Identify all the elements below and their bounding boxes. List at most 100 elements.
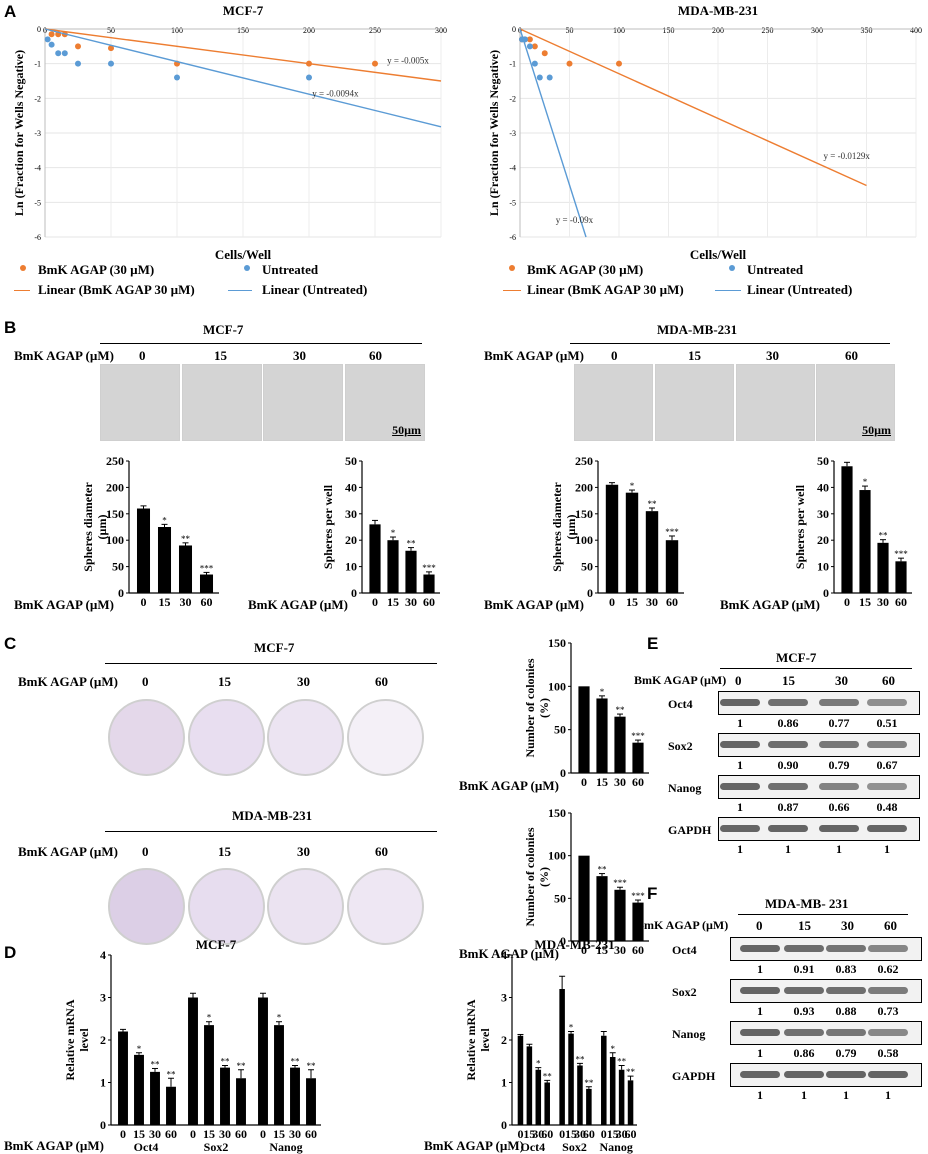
significance-mark: *** <box>422 563 436 573</box>
significance-mark: *** <box>613 878 627 888</box>
c-mda-conc-30: 30 <box>297 844 310 859</box>
significance-mark: * <box>207 1013 212 1023</box>
significance-mark: ** <box>221 1057 231 1067</box>
blot-band <box>740 945 780 952</box>
blot-quant-value: 1 <box>885 1088 891 1102</box>
group-label: Oct4 <box>521 1140 546 1154</box>
data-point <box>174 74 180 81</box>
bar <box>544 1082 550 1125</box>
group-label: Oct4 <box>134 1140 159 1154</box>
legend-untreated-points: Untreated <box>262 262 319 277</box>
blot-quant-value: 0.51 <box>876 716 898 730</box>
c-mcf7-bmk-label: BmK AGAP (µM) <box>18 674 118 689</box>
bar <box>134 1054 144 1125</box>
blot-quant-value: 1 <box>737 800 743 814</box>
legend-treated-points: BmK AGAP (30 µM) <box>38 262 155 277</box>
blot-band <box>867 699 907 706</box>
x-tick-label: 0 <box>601 1127 607 1141</box>
bar <box>166 1086 176 1125</box>
bar <box>877 542 889 593</box>
blot-row-label: Oct4 <box>668 697 693 711</box>
c-mda-rule <box>105 831 437 832</box>
x-tick-label: 15 <box>596 943 608 957</box>
bar <box>601 1035 607 1125</box>
legend-dot-treated <box>509 265 515 271</box>
y-tick-label: -2 <box>34 94 41 103</box>
blot-row-label: GAPDH <box>672 1069 716 1083</box>
blot-band <box>868 1029 908 1036</box>
blot-band <box>826 987 866 994</box>
colony-dish-mda-30 <box>267 868 344 945</box>
trend-line <box>519 28 867 187</box>
blot-quant-value: 1 <box>757 1088 763 1102</box>
y-tick-label: 10 <box>817 560 829 574</box>
blot-band <box>826 1029 866 1036</box>
significance-mark: ** <box>307 1061 317 1071</box>
significance-mark: * <box>600 687 605 697</box>
y-tick-label: 0 <box>351 586 357 600</box>
scale-bar-label: 50µm <box>862 423 891 437</box>
blot-quant-value: 1 <box>843 1088 849 1102</box>
significance-mark: ** <box>167 1069 177 1079</box>
x-tick-label: 60 <box>895 595 907 609</box>
x-tick-label: 30 <box>616 1127 628 1141</box>
data-point <box>108 45 114 52</box>
y-tick-label: 50 <box>817 454 829 468</box>
x-tick-label: 0 <box>260 1127 266 1141</box>
legend-line-untreated <box>228 290 252 291</box>
significance-mark: ** <box>575 1054 585 1064</box>
blot-quant-value: 0.62 <box>877 962 899 976</box>
y-tick-label: 4 <box>100 948 106 962</box>
trend-line <box>44 28 442 82</box>
x-tick-label: 200 <box>303 26 315 35</box>
blot-band <box>867 825 907 832</box>
x-tick-label: 200 <box>712 26 724 35</box>
x-tick-label: 0 <box>517 1127 523 1141</box>
colony-dish-mda-15 <box>188 868 265 945</box>
f-conc-15: 15 <box>798 918 811 933</box>
x-tick-label: 150 <box>663 26 675 35</box>
blot-quant-value: 0.66 <box>828 800 850 814</box>
blot-quant-value: 0.58 <box>877 1046 899 1060</box>
x-tick-label: 60 <box>666 595 678 609</box>
legend-line-untreated <box>715 290 741 291</box>
c-mda-conc-60: 60 <box>375 844 388 859</box>
y-tick-label: 2 <box>100 1033 106 1047</box>
e-conc-15: 15 <box>782 673 795 688</box>
y-tick-label: 0 <box>560 934 566 948</box>
blot-band <box>826 945 866 952</box>
panel-a-charts: 0 -1 -2 -3 -4 -5 -6 0 50 100 150 200 250 300 y = -0.00… <box>12 3 922 262</box>
legend-dot-untreated <box>729 265 735 271</box>
significance-mark: *** <box>631 891 645 901</box>
blot-quant-value: 1 <box>737 758 743 772</box>
x-tick-label: 0 <box>372 595 378 609</box>
micrograph-mcf7-0 <box>100 364 180 441</box>
blot-band <box>768 825 808 832</box>
y-tick-label: 50 <box>345 454 357 468</box>
x-tick-label: 0 <box>844 595 850 609</box>
y-tick-label: -4 <box>509 164 516 173</box>
chart-b-mda-number: 0 10 20 30 40 50 Spheres per well 0 * 15 ** 30 *** 60 <box>793 454 912 609</box>
panel-label-c: C <box>4 634 17 653</box>
y-axis-title: Relative mRNA <box>464 999 478 1080</box>
blot-band <box>768 741 808 748</box>
bar <box>614 889 626 941</box>
micrograph-mda-15 <box>655 364 734 441</box>
x-tick-label: 60 <box>235 1127 247 1141</box>
data-point <box>546 74 553 81</box>
blot-quant-value: 0.73 <box>877 1004 899 1018</box>
blot-row-label: Sox2 <box>672 985 697 999</box>
panel-label-b: B <box>4 318 17 337</box>
y-axis-title: (µm) <box>564 515 578 540</box>
data-point <box>48 41 55 48</box>
data-point <box>55 50 62 57</box>
legend-untreated-fit: Linear (Untreated) <box>262 282 368 297</box>
x-tick-label: 0 <box>581 775 587 789</box>
equation-label: y = -0.0094x <box>312 89 359 99</box>
y-axis-title: Ln (Fraction for Wells Negative) <box>487 50 501 216</box>
significance-mark: * <box>569 1023 574 1033</box>
data-point <box>306 74 312 81</box>
x-tick-label: 15 <box>565 1127 577 1141</box>
y-tick-label: 30 <box>817 507 829 521</box>
